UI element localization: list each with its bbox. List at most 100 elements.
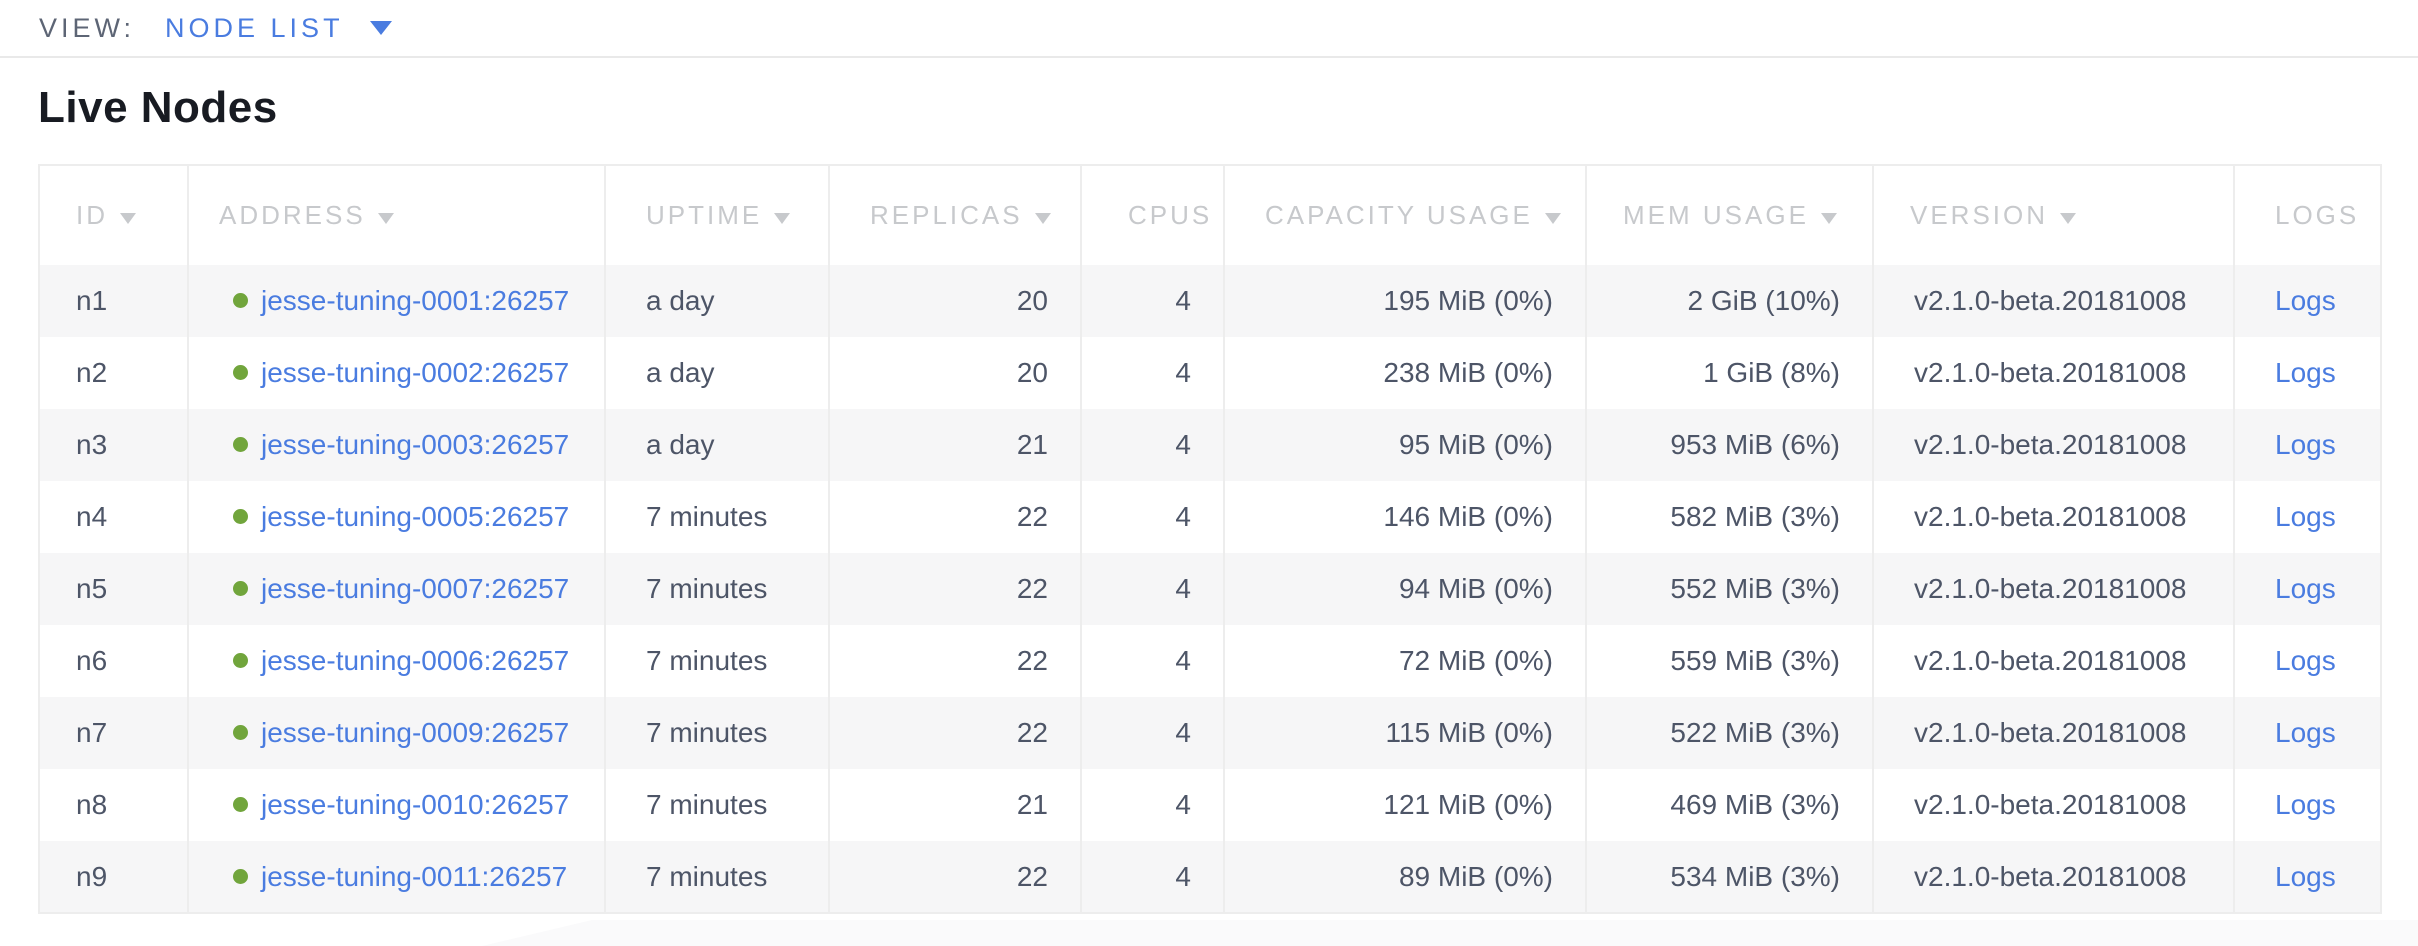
replicas-cell: 21 [828, 769, 1082, 842]
table-row: n3 jesse-tuning-0003:26257 a day 21 4 95… [38, 409, 2382, 482]
column-header-cpus: CPUS [1080, 165, 1225, 266]
sort-caret-icon [774, 213, 791, 225]
node-address-cell: jesse-tuning-0005:26257 [187, 481, 606, 554]
column-header-id[interactable]: ID [38, 165, 189, 266]
view-bar: VIEW: NODE LIST [0, 0, 2418, 58]
node-address-link[interactable]: jesse-tuning-0009:26257 [261, 717, 570, 749]
mem-usage-cell: 534 MiB (3%) [1585, 841, 1874, 914]
mem-usage-cell: 522 MiB (3%) [1585, 697, 1874, 770]
table-row: n7 jesse-tuning-0009:26257 7 minutes 22 … [38, 697, 2382, 770]
table-row: n2 jesse-tuning-0002:26257 a day 20 4 23… [38, 337, 2382, 410]
column-header-label: MEM USAGE [1623, 200, 1809, 231]
logs-link[interactable]: Logs [2275, 645, 2336, 677]
node-id-cell: n8 [38, 769, 189, 842]
column-header-version[interactable]: VERSION [1872, 165, 2235, 266]
logs-link[interactable]: Logs [2275, 429, 2336, 461]
live-nodes-section: Live Nodes ID ADDRESS UPTIME REPLICAS CP… [0, 83, 2418, 915]
sort-caret-icon [2060, 213, 2077, 225]
cpus-cell: 4 [1080, 697, 1225, 770]
node-address-link[interactable]: jesse-tuning-0011:26257 [261, 860, 568, 892]
node-address-link[interactable]: jesse-tuning-0005:26257 [261, 501, 570, 533]
logs-link[interactable]: Logs [2275, 285, 2336, 317]
column-header-uptime[interactable]: UPTIME [604, 165, 830, 266]
replicas-cell: 20 [828, 265, 1082, 338]
node-address-cell: jesse-tuning-0003:26257 [187, 409, 606, 482]
node-id-cell: n4 [38, 481, 189, 554]
replicas-cell: 22 [828, 697, 1082, 770]
logs-cell: Logs [2233, 553, 2382, 626]
capacity-usage-cell: 115 MiB (0%) [1223, 697, 1587, 770]
logs-link[interactable]: Logs [2275, 717, 2336, 749]
mem-usage-cell: 582 MiB (3%) [1585, 481, 1874, 554]
node-live-status-icon [233, 365, 248, 381]
column-header-address[interactable]: ADDRESS [187, 165, 606, 266]
table-header-row: ID ADDRESS UPTIME REPLICAS CPUS CAPACITY… [38, 165, 2382, 266]
sort-caret-icon [1544, 213, 1561, 225]
table-row: n5 jesse-tuning-0007:26257 7 minutes 22 … [38, 553, 2382, 626]
cpus-cell: 4 [1080, 481, 1225, 554]
node-id-cell: n6 [38, 625, 189, 698]
capacity-usage-cell: 146 MiB (0%) [1223, 481, 1587, 554]
uptime-cell: 7 minutes [604, 769, 830, 842]
cpus-cell: 4 [1080, 337, 1225, 410]
column-header-label: ADDRESS [219, 200, 366, 231]
column-header-label: VERSION [1910, 200, 2049, 231]
logs-link[interactable]: Logs [2275, 860, 2336, 892]
tooltip-shadow [482, 920, 2418, 946]
mem-usage-cell: 552 MiB (3%) [1585, 553, 1874, 626]
cpus-cell: 4 [1080, 265, 1225, 338]
table-row: n1 jesse-tuning-0001:26257 a day 20 4 19… [38, 265, 2382, 338]
version-cell: v2.1.0-beta.20181008 [1872, 409, 2235, 482]
logs-cell: Logs [2233, 265, 2382, 338]
node-address-link[interactable]: jesse-tuning-0003:26257 [261, 429, 570, 461]
node-address-link[interactable]: jesse-tuning-0007:26257 [261, 573, 570, 605]
logs-link[interactable]: Logs [2275, 501, 2336, 533]
logs-link[interactable]: Logs [2275, 357, 2336, 389]
cpus-cell: 4 [1080, 625, 1225, 698]
column-header-replicas[interactable]: REPLICAS [828, 165, 1082, 266]
table-row: n4 jesse-tuning-0005:26257 7 minutes 22 … [38, 481, 2382, 554]
node-id-cell: n1 [38, 265, 189, 338]
table-row: n9 jesse-tuning-0011:26257 7 minutes 22 … [38, 841, 2382, 914]
logs-cell: Logs [2233, 337, 2382, 410]
node-address-link[interactable]: jesse-tuning-0006:26257 [261, 645, 570, 677]
replicas-cell: 20 [828, 337, 1082, 410]
logs-link[interactable]: Logs [2275, 573, 2336, 605]
page-title: Live Nodes [38, 83, 278, 132]
capacity-usage-cell: 94 MiB (0%) [1223, 553, 1587, 626]
column-header-label: REPLICAS [870, 200, 1023, 231]
node-address-link[interactable]: jesse-tuning-0001:26257 [261, 285, 570, 317]
uptime-cell: 7 minutes [604, 697, 830, 770]
node-address-cell: jesse-tuning-0009:26257 [187, 697, 606, 770]
chevron-down-icon [369, 21, 392, 35]
view-selector-dropdown[interactable]: NODE LIST [165, 13, 392, 44]
node-id-cell: n2 [38, 337, 189, 410]
node-id-cell: n5 [38, 553, 189, 626]
cpus-cell: 4 [1080, 769, 1225, 842]
capacity-usage-cell: 121 MiB (0%) [1223, 769, 1587, 842]
logs-cell: Logs [2233, 841, 2382, 914]
nodes-table: ID ADDRESS UPTIME REPLICAS CPUS CAPACITY… [38, 164, 2382, 915]
sort-caret-icon [120, 213, 136, 225]
node-id-cell: n7 [38, 697, 189, 770]
column-header-label: ID [76, 200, 108, 231]
capacity-usage-cell: 238 MiB (0%) [1223, 337, 1587, 410]
column-header-mem-usage[interactable]: MEM USAGE [1585, 165, 1874, 266]
mem-usage-cell: 559 MiB (3%) [1585, 625, 1874, 698]
node-id-cell: n9 [38, 841, 189, 914]
logs-link[interactable]: Logs [2275, 789, 2336, 821]
node-address-link[interactable]: jesse-tuning-0010:26257 [261, 789, 570, 821]
uptime-cell: a day [604, 337, 830, 410]
node-address-cell: jesse-tuning-0007:26257 [187, 553, 606, 626]
node-address-link[interactable]: jesse-tuning-0002:26257 [261, 357, 570, 389]
uptime-cell: 7 minutes [604, 553, 830, 626]
logs-cell: Logs [2233, 625, 2382, 698]
column-header-capacity-usage[interactable]: CAPACITY USAGE [1223, 165, 1587, 266]
cpus-cell: 4 [1080, 553, 1225, 626]
version-cell: v2.1.0-beta.20181008 [1872, 625, 2235, 698]
sort-caret-icon [377, 213, 394, 225]
capacity-usage-cell: 72 MiB (0%) [1223, 625, 1587, 698]
sort-caret-icon [1820, 213, 1837, 225]
version-cell: v2.1.0-beta.20181008 [1872, 337, 2235, 410]
column-header-label: CAPACITY USAGE [1265, 200, 1533, 231]
